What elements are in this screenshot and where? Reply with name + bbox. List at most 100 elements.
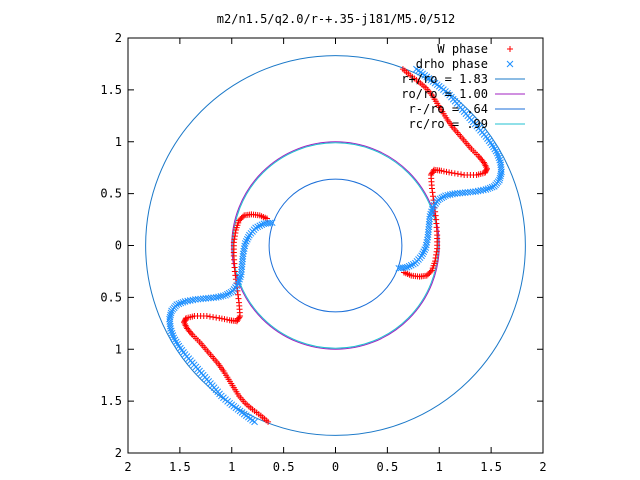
w-phase-point <box>432 212 439 219</box>
legend-label: W phase <box>437 42 488 56</box>
drho-phase-point <box>405 262 413 270</box>
drho-phase-point <box>244 233 252 241</box>
y-tick-label: 2 <box>115 446 122 460</box>
w-phase-point <box>234 291 241 298</box>
drho-phase-point <box>242 237 250 245</box>
w-phase-point <box>231 233 238 240</box>
w-phase-point <box>451 170 458 177</box>
drho-phase-point <box>167 309 175 317</box>
w-phase-point <box>231 236 238 243</box>
drho-phase-point <box>169 332 177 339</box>
w-phase-point <box>238 215 245 222</box>
w-phase-point <box>434 245 441 252</box>
w-phase-point <box>443 168 450 175</box>
drho-phase-point <box>423 236 431 244</box>
drho-phase-point <box>428 206 436 213</box>
w-phase-point <box>218 315 225 322</box>
drho-phase-point <box>488 183 496 191</box>
drho-phase-point <box>429 203 437 211</box>
y-tick-label: 2 <box>115 31 122 45</box>
w-phase-point <box>429 189 436 196</box>
x-tick-label: 1.5 <box>169 460 191 474</box>
legend-marker-plus <box>507 46 513 52</box>
drho-phase-point <box>240 245 248 252</box>
x-tick-label: 0.5 <box>273 460 295 474</box>
drho-phase-point <box>175 300 183 308</box>
drho-phase-point <box>409 260 417 268</box>
drho-phase-point <box>479 186 487 194</box>
drho-phase-point <box>482 186 490 193</box>
drho-phase-point <box>428 208 435 216</box>
legend-label: drho phase <box>416 57 488 71</box>
drho-phase-point <box>223 290 231 298</box>
radius-circle <box>232 142 439 349</box>
drho-phase-point <box>167 311 174 319</box>
drho-phase-point <box>234 280 242 288</box>
w-phase-point <box>230 239 237 246</box>
chart-title: m2/n1.5/q2.0/r-+.35-j181/M5.0/512 <box>217 12 455 26</box>
w-phase-point <box>237 216 244 223</box>
w-phase-point <box>446 169 453 176</box>
w-phase-point <box>236 299 243 306</box>
drho-phase-point <box>177 299 185 307</box>
drho-phase-point <box>496 174 504 182</box>
w-phase-point <box>428 170 435 177</box>
x-tick-label: 0.5 <box>377 460 399 474</box>
legend-marker-cross <box>506 60 514 68</box>
drho-phase-point <box>181 298 189 305</box>
drho-phase-point <box>225 289 233 297</box>
w-phase-point <box>232 230 239 237</box>
radius-circle <box>145 55 526 436</box>
x-tick-label: 1.5 <box>480 460 502 474</box>
legend-label: ro/ro = 1.00 <box>401 87 488 101</box>
w-phase-point <box>232 272 239 279</box>
drho-phase-point <box>258 221 266 229</box>
w-phase-point <box>239 213 246 220</box>
x-tick-label: 2 <box>539 460 546 474</box>
drho-phase-point <box>168 329 176 337</box>
drho-phase-point <box>186 297 194 304</box>
w-phase-point <box>458 171 465 178</box>
drho-phase-point <box>495 154 503 162</box>
drho-phase-point <box>236 275 243 283</box>
drho-phase-point <box>266 219 274 227</box>
drho-phase-point <box>444 191 452 199</box>
w-phase-point <box>428 185 435 192</box>
w-phase-point <box>482 162 489 169</box>
w-phase-point <box>235 295 242 302</box>
w-phase-point <box>224 316 231 323</box>
x-tick-label: 1 <box>228 460 235 474</box>
drho-phase-point <box>494 152 502 159</box>
drho-phase-point <box>243 235 251 243</box>
w-phase-point <box>236 314 243 321</box>
w-phase-point <box>432 254 439 261</box>
drho-phase-point <box>268 219 276 227</box>
w-phase-point <box>461 171 468 178</box>
drho-phase-point <box>239 250 247 258</box>
w-phase-point <box>210 314 217 321</box>
legend-label: rc/ro = .99 <box>409 117 488 131</box>
y-tick-label: 0.5 <box>100 290 122 304</box>
drho-phase-point <box>422 241 430 249</box>
w-phase-point <box>433 248 440 255</box>
drho-phase-point <box>222 291 229 299</box>
drho-phase-point <box>256 222 264 230</box>
drho-phase-point <box>240 247 248 255</box>
x-tick-label: 0 <box>332 460 339 474</box>
drho-phase-point <box>497 170 505 178</box>
drho-phase-point <box>424 233 432 241</box>
drho-phase-point <box>490 183 498 190</box>
drho-phase-point <box>493 149 501 157</box>
legend-label: r-/ro = .64 <box>409 102 488 116</box>
axis-ticks: 2 1.5 1 0.5 0 0.5 1 1.5 221.510.500.511.52 <box>100 31 546 474</box>
drho-phase-point <box>407 261 415 269</box>
drho-phase-point <box>254 223 262 231</box>
w-phase-point <box>427 268 434 275</box>
w-phase-point <box>206 313 213 320</box>
drho-phase-point <box>477 187 485 194</box>
drho-phase-point <box>440 193 448 201</box>
w-phase-point <box>182 322 189 329</box>
drho-phase-point <box>498 168 505 176</box>
